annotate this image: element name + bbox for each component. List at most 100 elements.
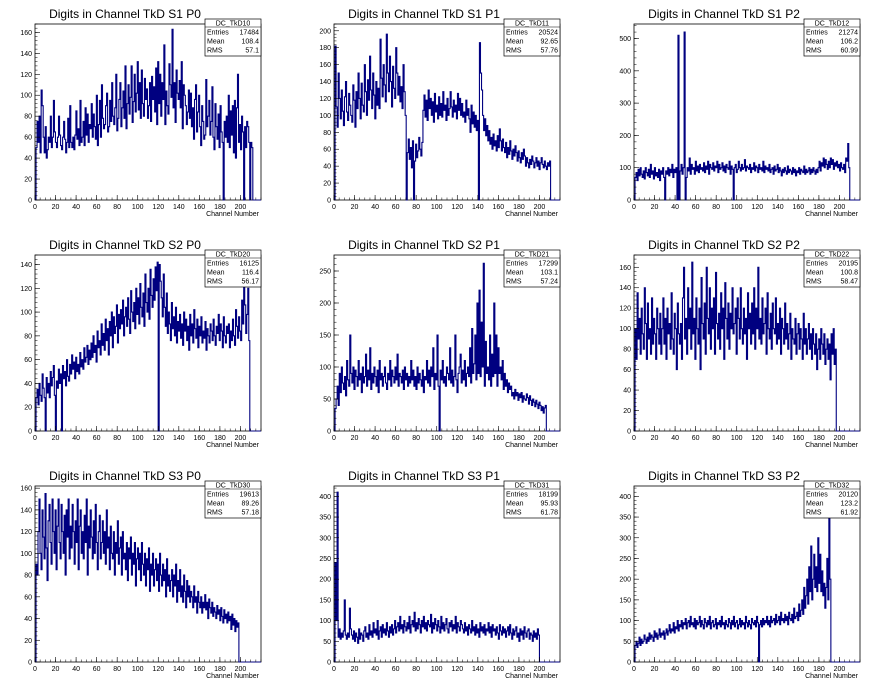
stats-mean-label: Mean	[806, 501, 824, 508]
x-tick-label: 200	[834, 435, 846, 442]
x-tick-label: 180	[513, 204, 525, 211]
y-tick-label: 120	[20, 72, 32, 79]
stats-mean-label: Mean	[806, 39, 824, 46]
stats-rms-value: 56.17	[241, 279, 259, 286]
x-tick-label: 120	[451, 435, 463, 442]
histogram-series-line	[35, 493, 261, 663]
x-tick-label: 100	[431, 204, 443, 211]
y-tick-label: 120	[619, 306, 631, 313]
stats-histogram-name: DC_TkD21	[515, 252, 550, 259]
y-tick-label: 80	[24, 333, 32, 340]
y-tick-label: 200	[619, 577, 631, 584]
stats-rms-value: 61.92	[840, 510, 858, 517]
x-tick-label: 20	[651, 666, 659, 673]
stats-entries-label: Entries	[506, 30, 528, 37]
stats-mean-value: 106.2	[840, 39, 858, 46]
panel-title: Digits in Channel TkD S3 P0	[49, 469, 201, 483]
stats-histogram-name: DC_TkD32	[815, 483, 850, 490]
x-tick-label: 160	[194, 435, 206, 442]
x-axis-label: Channel Number	[206, 442, 260, 449]
x-tick-label: 20	[52, 435, 60, 442]
x-axis-label: Channel Number	[505, 673, 559, 680]
stats-rms-value: 57.24	[540, 279, 558, 286]
x-tick-label: 0	[332, 666, 336, 673]
y-tick-label: 0	[327, 198, 331, 205]
y-tick-label: 100	[619, 165, 631, 172]
x-tick-label: 180	[214, 435, 226, 442]
stats-entries-value: 18199	[539, 492, 559, 499]
y-tick-label: 400	[619, 68, 631, 75]
stats-box	[803, 480, 861, 519]
histogram-panel: Digits in Channel TkD S3 P1 0 20 40 60 80 100 1…	[319, 469, 561, 680]
x-tick-label: 160	[194, 204, 206, 211]
stats-entries-value: 20195	[839, 261, 859, 268]
stats-entries-value: 19613	[240, 492, 260, 499]
x-tick-label: 180	[214, 666, 226, 673]
stats-entries-value: 17484	[240, 30, 260, 37]
x-tick-label: 140	[772, 666, 784, 673]
stats-entries-label: Entries	[806, 30, 828, 37]
panel-title: Digits in Channel TkD S1 P0	[49, 7, 201, 21]
y-tick-label: 20	[24, 638, 32, 645]
x-tick-label: 60	[692, 204, 700, 211]
panel-title: Digits in Channel TkD S1 P1	[348, 7, 500, 21]
x-tick-label: 40	[371, 435, 379, 442]
stats-entries-label: Entries	[506, 492, 528, 499]
panel-title: Digits in Channel TkD S1 P2	[648, 7, 800, 21]
stats-histogram-name: DC_TkD22	[815, 252, 850, 259]
x-tick-label: 100	[431, 666, 443, 673]
x-tick-label: 80	[412, 204, 420, 211]
x-tick-label: 120	[451, 204, 463, 211]
x-tick-label: 200	[235, 435, 247, 442]
x-tick-label: 140	[472, 666, 484, 673]
stats-entries-value: 20524	[539, 30, 559, 37]
y-tick-label: 100	[319, 618, 331, 625]
stats-mean-value: 95.93	[540, 501, 558, 508]
stats-rms-label: RMS	[506, 48, 522, 55]
x-tick-label: 140	[472, 204, 484, 211]
x-tick-label: 120	[152, 666, 164, 673]
x-tick-label: 60	[93, 666, 101, 673]
x-tick-label: 60	[93, 435, 101, 442]
histogram-panel: Digits in Channel TkD S2 P2 0 20 40 60 80 100 1…	[619, 238, 861, 449]
stats-mean-value: 103.1	[540, 270, 558, 277]
x-tick-label: 140	[173, 204, 185, 211]
x-tick-label: 100	[132, 666, 144, 673]
y-tick-label: 80	[623, 347, 631, 354]
y-tick-label: 100	[20, 93, 32, 100]
x-tick-label: 160	[793, 204, 805, 211]
x-axis-label: Channel Number	[805, 442, 859, 449]
y-tick-label: 140	[20, 507, 32, 514]
y-tick-label: 350	[619, 515, 631, 522]
x-tick-label: 20	[52, 204, 60, 211]
x-tick-label: 80	[113, 435, 121, 442]
x-tick-label: 60	[93, 204, 101, 211]
stats-box	[204, 18, 262, 57]
y-tick-label: 100	[619, 618, 631, 625]
stats-box	[204, 249, 262, 288]
stats-rms-value: 57.18	[241, 510, 259, 517]
stats-box	[503, 18, 561, 57]
x-tick-label: 160	[493, 435, 505, 442]
stats-mean-label: Mean	[207, 501, 225, 508]
y-tick-label: 120	[20, 529, 32, 536]
x-tick-label: 200	[834, 666, 846, 673]
x-tick-label: 20	[351, 204, 359, 211]
y-tick-label: 160	[619, 265, 631, 272]
x-tick-label: 180	[513, 666, 525, 673]
x-tick-label: 40	[371, 666, 379, 673]
x-tick-label: 80	[412, 666, 420, 673]
stats-mean-value: 89.26	[241, 501, 259, 508]
stats-rms-label: RMS	[806, 48, 822, 55]
y-tick-label: 0	[28, 429, 32, 436]
y-tick-label: 0	[327, 660, 331, 667]
stats-box	[503, 249, 561, 288]
y-tick-label: 160	[20, 30, 32, 37]
y-tick-label: 20	[24, 405, 32, 412]
histogram-series-line	[334, 33, 560, 201]
histogram-series-line	[334, 262, 560, 432]
y-tick-label: 250	[319, 556, 331, 563]
stats-rms-value: 57.76	[540, 48, 558, 55]
histogram-series-line	[634, 261, 860, 432]
y-tick-label: 140	[619, 285, 631, 292]
